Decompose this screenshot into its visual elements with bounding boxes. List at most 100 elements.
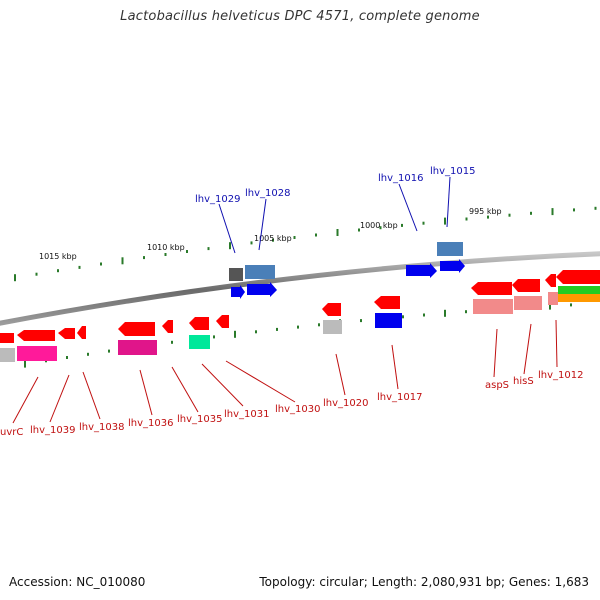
scale-tick <box>465 217 468 221</box>
gene-label-hiss[interactable]: hisS <box>513 376 534 387</box>
scale-tick <box>487 215 489 219</box>
gene-block[interactable] <box>323 320 342 334</box>
gene-block[interactable] <box>0 348 15 362</box>
gene-label-lhv-1028[interactable]: lhv_1028 <box>245 188 290 199</box>
gene-block[interactable] <box>514 296 542 310</box>
gene-block[interactable] <box>17 346 57 361</box>
gene-arrow[interactable] <box>512 279 540 292</box>
scale-tick <box>100 262 102 266</box>
gene-arrow[interactable] <box>118 322 155 336</box>
gene-block[interactable] <box>245 265 275 279</box>
gene-label-lhv-1031[interactable]: lhv_1031 <box>224 409 269 420</box>
genome-backbone <box>0 251 600 326</box>
scale-tick <box>422 221 425 225</box>
scale-tick <box>551 208 554 216</box>
scale-tick <box>358 228 360 232</box>
gene-arrow[interactable] <box>440 259 465 273</box>
inner-tick <box>360 319 362 323</box>
gene-block[interactable] <box>558 286 600 294</box>
outer-tick-row <box>14 206 597 282</box>
gene-label-asps[interactable]: aspS <box>485 380 509 391</box>
scale-tick <box>594 206 597 210</box>
upper-gene-blocks <box>229 242 465 299</box>
gene-label-lhv-1039[interactable]: lhv_1039 <box>30 425 75 436</box>
gene-label-lhv-1015[interactable]: lhv_1015 <box>430 166 475 177</box>
inner-tick <box>255 330 257 334</box>
map-title: Lactobacillus helveticus DPC 4571, compl… <box>120 9 480 24</box>
inner-tick <box>24 360 26 368</box>
gene-block[interactable] <box>118 340 157 355</box>
inner-tick <box>465 310 467 314</box>
gene-arrow[interactable] <box>556 270 600 284</box>
gene-label-lhv-1030[interactable]: lhv_1030 <box>275 404 320 415</box>
scale-tick <box>207 247 210 251</box>
scale-label-1000: 1000 kbp <box>360 221 398 230</box>
gene-label-lhv-1020[interactable]: lhv_1020 <box>323 398 368 409</box>
scale-label-1015: 1015 kbp <box>39 252 77 261</box>
inner-tick <box>570 303 572 307</box>
inner-tick <box>297 325 299 329</box>
scale-tick <box>57 269 59 273</box>
gene-label-lhv-1036[interactable]: lhv_1036 <box>128 418 173 429</box>
scale-tick <box>35 272 38 276</box>
inner-tick <box>171 340 173 344</box>
gene-block[interactable] <box>473 299 513 314</box>
gene-label-lhv-1035[interactable]: lhv_1035 <box>177 414 222 425</box>
gene-arrow[interactable] <box>0 333 14 343</box>
gene-label-lhv-1017[interactable]: lhv_1017 <box>377 392 422 403</box>
scale-tick <box>293 236 296 239</box>
scale-tick <box>14 274 16 282</box>
inner-tick <box>66 356 68 359</box>
gene-block[interactable] <box>548 292 558 305</box>
scale-tick <box>186 250 188 253</box>
scale-label-1010: 1010 kbp <box>147 243 185 252</box>
gene-arrow[interactable] <box>189 317 209 330</box>
gene-arrow[interactable] <box>162 320 173 333</box>
gene-arrow[interactable] <box>17 330 55 341</box>
gene-arrow[interactable] <box>406 263 437 278</box>
scale-tick <box>250 241 253 245</box>
gene-block[interactable] <box>229 268 243 281</box>
gene-arrow[interactable] <box>77 326 86 339</box>
inner-tick <box>234 330 236 338</box>
gene-label-lhv-1016[interactable]: lhv_1016 <box>378 173 423 184</box>
inner-tick <box>108 349 110 353</box>
gene-arrow[interactable] <box>322 303 341 316</box>
scale-tick <box>508 213 511 217</box>
gene-arrow[interactable] <box>231 285 245 299</box>
scale-tick <box>143 256 145 260</box>
gene-label-uvrc[interactable]: uvrC <box>0 427 23 438</box>
scale-tick <box>315 233 317 237</box>
scale-tick <box>573 208 575 212</box>
gene-arrow[interactable] <box>58 328 75 339</box>
gene-arrow[interactable] <box>471 282 512 295</box>
gene-arrow[interactable] <box>374 296 400 309</box>
gene-label-lhv-1038[interactable]: lhv_1038 <box>79 422 124 433</box>
bottom-leader-lines <box>12 319 558 424</box>
scale-tick <box>272 238 274 242</box>
scale-tick <box>401 223 403 227</box>
scale-tick <box>530 211 532 215</box>
scale-tick <box>444 217 446 225</box>
scale-label-1005: 1005 kbp <box>254 234 292 243</box>
gene-block[interactable] <box>558 294 600 302</box>
gene-block[interactable] <box>189 335 210 349</box>
inner-tick <box>87 352 89 356</box>
gene-block[interactable] <box>375 313 402 328</box>
scale-tick <box>379 226 382 230</box>
gene-arrow[interactable] <box>247 282 277 297</box>
gene-arrow[interactable] <box>216 315 229 328</box>
inner-tick <box>213 335 215 339</box>
scale-tick <box>229 242 231 250</box>
inner-tick <box>423 313 425 317</box>
gene-block[interactable] <box>437 242 463 256</box>
lower-gene-blocks <box>0 270 600 362</box>
inner-tick <box>549 302 551 310</box>
inner-tick <box>402 315 404 319</box>
gene-arrow[interactable] <box>545 274 556 287</box>
gene-label-lhv-1029[interactable]: lhv_1029 <box>195 194 240 205</box>
top-leader-lines <box>218 176 451 254</box>
accession-text: Accession: NC_010080 <box>9 575 146 589</box>
gene-label-lhv-1012[interactable]: lhv_1012 <box>538 370 583 381</box>
